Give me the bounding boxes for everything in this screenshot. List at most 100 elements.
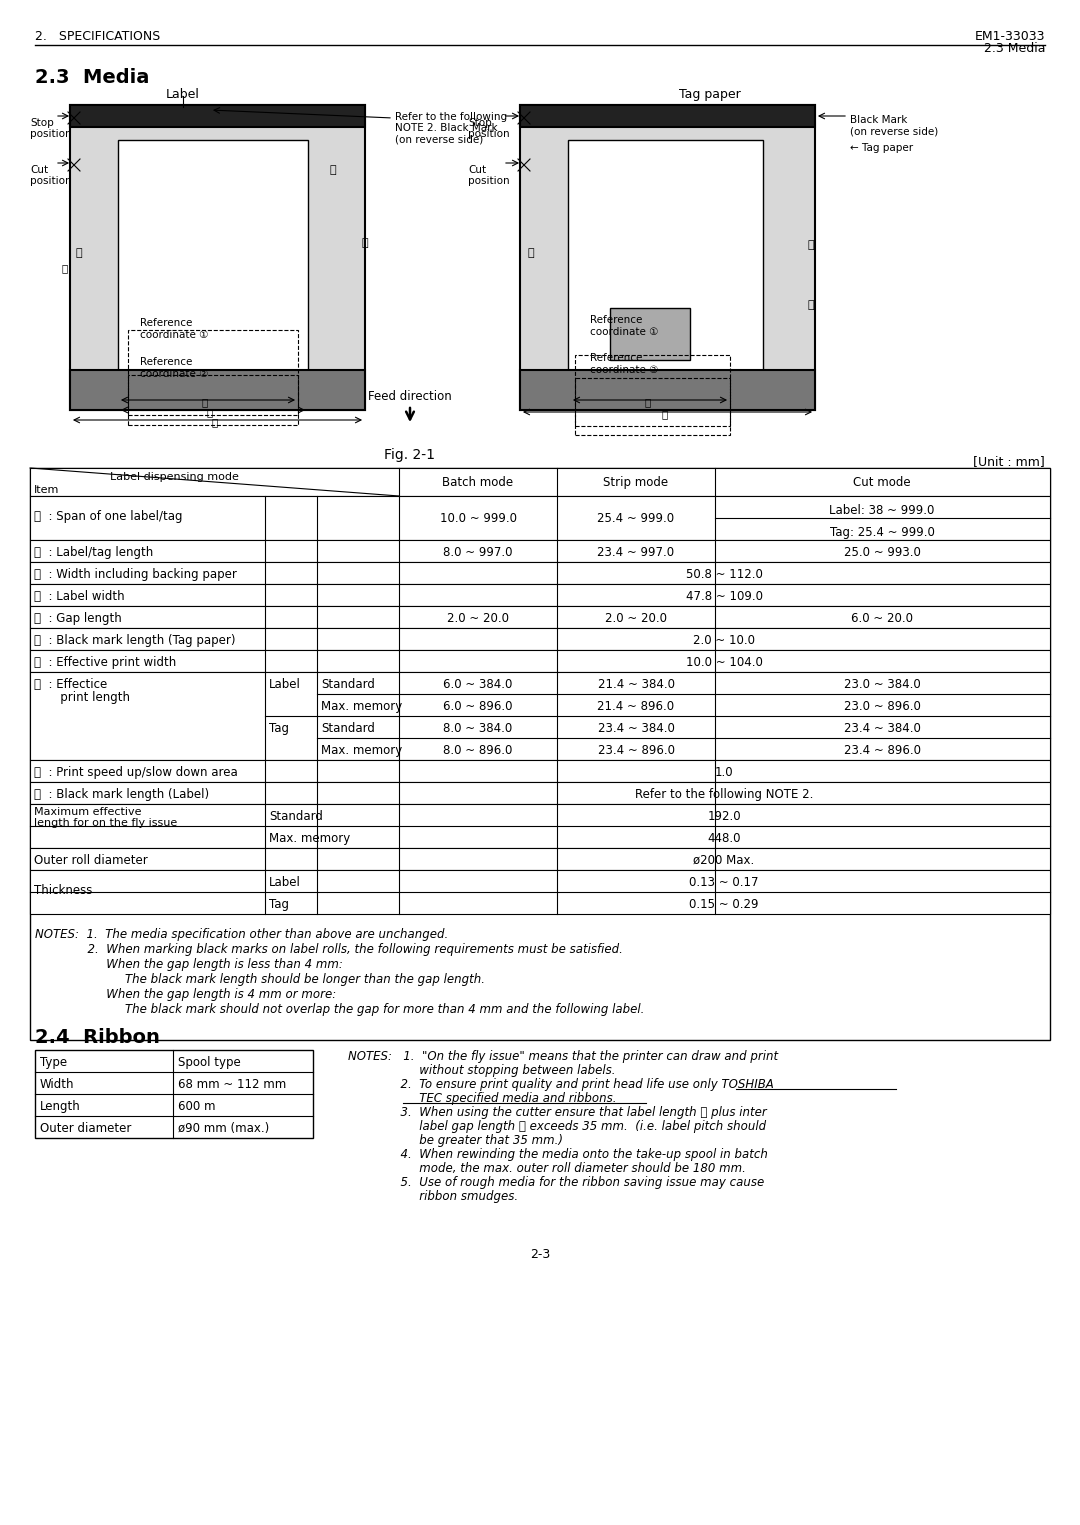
Text: 23.4 ~ 997.0: 23.4 ~ 997.0 bbox=[597, 546, 675, 560]
Text: Cut: Cut bbox=[30, 165, 49, 175]
Bar bbox=[30, 869, 1050, 913]
Text: Outer roll diameter: Outer roll diameter bbox=[33, 854, 148, 868]
Bar bbox=[30, 540, 1050, 563]
Text: 23.4 ~ 384.0: 23.4 ~ 384.0 bbox=[597, 721, 674, 735]
Bar bbox=[610, 308, 690, 360]
Bar bbox=[129, 329, 298, 415]
Text: ⓙ: ⓙ bbox=[62, 262, 68, 273]
Text: Tag paper: Tag paper bbox=[679, 88, 741, 101]
Text: The black mark length should be longer than the gap length.: The black mark length should be longer t… bbox=[35, 973, 485, 987]
Text: Thickness: Thickness bbox=[33, 884, 93, 897]
Text: Label dispensing mode: Label dispensing mode bbox=[110, 473, 239, 482]
Text: be greater that 35 mm.): be greater that 35 mm.) bbox=[348, 1135, 563, 1147]
Text: 2.3  Media: 2.3 Media bbox=[35, 69, 149, 87]
Text: Refer to the following NOTE 2.: Refer to the following NOTE 2. bbox=[635, 788, 813, 801]
Text: 8.0 ~ 997.0: 8.0 ~ 997.0 bbox=[443, 546, 513, 560]
Text: 23.0 ~ 896.0: 23.0 ~ 896.0 bbox=[843, 700, 920, 714]
Text: 2.3 Media: 2.3 Media bbox=[984, 43, 1045, 55]
Text: 4.  When rewinding the media onto the take-up spool in batch: 4. When rewinding the media onto the tak… bbox=[348, 1148, 768, 1161]
Text: Max. memory: Max. memory bbox=[269, 833, 350, 845]
Bar bbox=[30, 496, 1050, 540]
Bar bbox=[30, 759, 1050, 782]
Text: position: position bbox=[468, 175, 510, 186]
Text: 2.4  Ribbon: 2.4 Ribbon bbox=[35, 1028, 160, 1048]
Bar bbox=[519, 371, 815, 410]
Text: coordinate ①: coordinate ① bbox=[140, 329, 208, 340]
Text: Ⓔ: Ⓔ bbox=[330, 165, 337, 175]
Text: Ⓗ: Ⓗ bbox=[528, 249, 535, 258]
Bar bbox=[35, 1051, 313, 1138]
Text: print length: print length bbox=[33, 691, 130, 705]
Text: Standard: Standard bbox=[321, 721, 375, 735]
Text: 47.8 ~ 109.0: 47.8 ~ 109.0 bbox=[686, 590, 762, 602]
Text: Spool type: Spool type bbox=[178, 1055, 241, 1069]
Bar bbox=[30, 563, 1050, 584]
Text: coordinate ②: coordinate ② bbox=[140, 369, 208, 380]
Text: 3.  When using the cutter ensure that label length Ⓑ plus inter: 3. When using the cutter ensure that lab… bbox=[348, 1106, 767, 1119]
Bar bbox=[575, 355, 730, 435]
Text: Reference: Reference bbox=[140, 357, 192, 368]
Text: Max. memory: Max. memory bbox=[321, 744, 402, 756]
Text: TEC specified media and ribbons.: TEC specified media and ribbons. bbox=[348, 1092, 617, 1106]
Bar bbox=[519, 105, 815, 410]
Text: Black Mark: Black Mark bbox=[850, 114, 907, 125]
Text: Length: Length bbox=[40, 1100, 81, 1113]
Text: The black mark should not overlap the gap for more than 4 mm and the following l: The black mark should not overlap the ga… bbox=[35, 1003, 645, 1016]
Text: 600 m: 600 m bbox=[178, 1100, 216, 1113]
Text: Ⓓ: Ⓓ bbox=[207, 407, 213, 416]
Text: Ⓐ: Ⓐ bbox=[808, 300, 814, 310]
Text: ← Tag paper: ← Tag paper bbox=[850, 143, 913, 152]
Bar bbox=[30, 804, 1050, 848]
Bar bbox=[70, 371, 365, 410]
Text: Ⓖ  : Effective print width: Ⓖ : Effective print width bbox=[33, 656, 176, 669]
Text: When the gap length is less than 4 mm:: When the gap length is less than 4 mm: bbox=[35, 958, 342, 971]
Text: Tag: 25.4 ~ 999.0: Tag: 25.4 ~ 999.0 bbox=[829, 526, 934, 538]
Text: 23.4 ~ 896.0: 23.4 ~ 896.0 bbox=[843, 744, 920, 756]
Bar bbox=[30, 782, 1050, 804]
Text: 6.0 ~ 896.0: 6.0 ~ 896.0 bbox=[443, 700, 513, 714]
Text: 10.0 ~ 999.0: 10.0 ~ 999.0 bbox=[440, 512, 516, 525]
Text: Type: Type bbox=[40, 1055, 67, 1069]
Text: Ⓕ  : Black mark length (Tag paper): Ⓕ : Black mark length (Tag paper) bbox=[33, 634, 235, 647]
Text: position: position bbox=[30, 175, 71, 186]
Text: 68 mm ~ 112 mm: 68 mm ~ 112 mm bbox=[178, 1078, 286, 1090]
Text: 0.15 ~ 0.29: 0.15 ~ 0.29 bbox=[689, 898, 759, 910]
Bar bbox=[568, 140, 762, 371]
Text: Maximum effective: Maximum effective bbox=[33, 807, 141, 817]
Text: 2.0 ~ 20.0: 2.0 ~ 20.0 bbox=[605, 612, 667, 625]
Text: Stop: Stop bbox=[468, 117, 491, 128]
Text: 6.0 ~ 384.0: 6.0 ~ 384.0 bbox=[443, 679, 513, 691]
Text: Cut: Cut bbox=[468, 165, 486, 175]
Text: position: position bbox=[468, 130, 510, 139]
Text: 5.  Use of rough media for the ribbon saving issue may cause: 5. Use of rough media for the ribbon sav… bbox=[348, 1176, 765, 1190]
Text: 2.0 ~ 20.0: 2.0 ~ 20.0 bbox=[447, 612, 509, 625]
Text: 10.0 ~ 104.0: 10.0 ~ 104.0 bbox=[686, 656, 762, 669]
Text: EM1-33033: EM1-33033 bbox=[974, 30, 1045, 43]
Text: 50.8 ~ 112.0: 50.8 ~ 112.0 bbox=[686, 567, 762, 581]
Text: [Unit : mm]: [Unit : mm] bbox=[973, 454, 1045, 468]
Bar bbox=[519, 105, 815, 127]
Text: Ⓗ  : Effectice: Ⓗ : Effectice bbox=[33, 679, 107, 691]
Text: position: position bbox=[30, 130, 71, 139]
Text: length for on the fly issue: length for on the fly issue bbox=[33, 817, 177, 828]
Text: Tag: Tag bbox=[269, 898, 289, 910]
Text: Fig. 2-1: Fig. 2-1 bbox=[384, 448, 435, 462]
Text: 2.0 ~ 10.0: 2.0 ~ 10.0 bbox=[693, 634, 755, 647]
Text: 448.0: 448.0 bbox=[707, 833, 741, 845]
Text: Ⓒ: Ⓒ bbox=[662, 409, 669, 419]
Text: Label: Label bbox=[269, 875, 301, 889]
Text: ribbon smudges.: ribbon smudges. bbox=[348, 1190, 518, 1203]
Bar bbox=[30, 605, 1050, 628]
Text: coordinate ①: coordinate ① bbox=[590, 326, 659, 337]
Text: Feed direction: Feed direction bbox=[368, 390, 451, 403]
Text: Ⓙ  : Black mark length (Label): Ⓙ : Black mark length (Label) bbox=[33, 788, 210, 801]
Text: Ⓖ: Ⓖ bbox=[202, 396, 208, 407]
Text: Outer diameter: Outer diameter bbox=[40, 1122, 132, 1135]
Text: 23.4 ~ 896.0: 23.4 ~ 896.0 bbox=[597, 744, 675, 756]
Text: Ⓗ: Ⓗ bbox=[75, 249, 82, 258]
Text: Ⓑ: Ⓑ bbox=[362, 238, 368, 249]
Text: Label: Label bbox=[166, 88, 200, 101]
Text: When the gap length is 4 mm or more:: When the gap length is 4 mm or more: bbox=[35, 988, 336, 1000]
Text: ø90 mm (max.): ø90 mm (max.) bbox=[178, 1122, 269, 1135]
Text: 2.  To ensure print quality and print head life use only TOSHIBA: 2. To ensure print quality and print hea… bbox=[348, 1078, 773, 1090]
